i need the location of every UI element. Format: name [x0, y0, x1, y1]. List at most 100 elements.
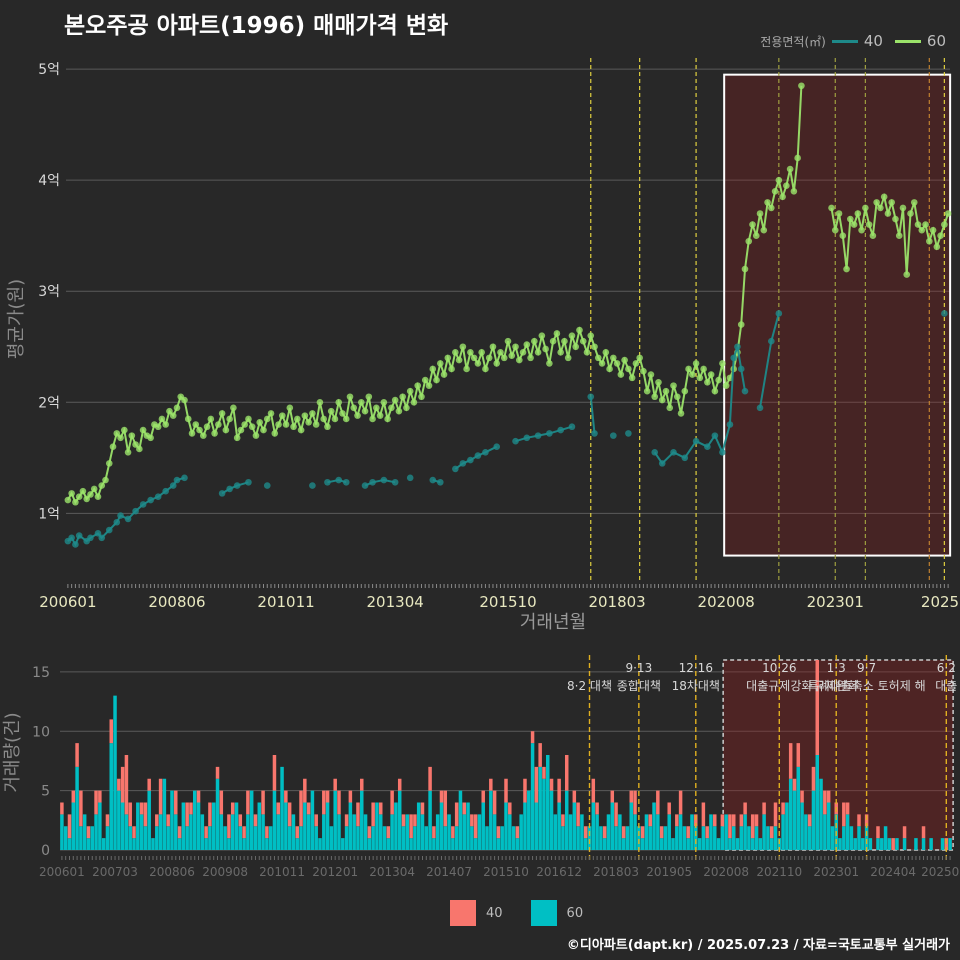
price-point-60: [410, 398, 418, 406]
volume-bar-40: [428, 766, 432, 791]
volume-bar-60: [196, 802, 201, 850]
volume-bar-60: [682, 826, 687, 850]
price-point-60: [937, 232, 944, 240]
volume-bar-60: [139, 814, 144, 850]
price-point-60: [256, 418, 264, 426]
volume-bar-40: [94, 790, 98, 815]
volume-bar-60: [515, 838, 520, 850]
price-point-60: [248, 423, 256, 431]
price-point-40: [98, 534, 106, 542]
volume-bar-40: [473, 814, 478, 839]
price-point-60: [884, 210, 892, 217]
volume-bar-60: [921, 838, 926, 850]
volume-bar-60: [671, 838, 675, 850]
volume-bar-40: [845, 802, 850, 815]
volume-bar-60: [303, 802, 307, 850]
price-point-60: [831, 226, 839, 234]
volume-bar-40: [842, 802, 846, 827]
price-point-40: [546, 430, 553, 437]
price-point-60: [726, 374, 734, 382]
volume-bar-60: [788, 778, 793, 850]
volume-bar-60: [177, 838, 182, 850]
price-point-60: [200, 432, 207, 439]
volume-legend-label-40: 40: [486, 905, 503, 921]
volume-bar-40: [591, 778, 596, 803]
price-x-tick-label: 201304: [367, 593, 424, 611]
volume-bar-60: [94, 814, 98, 850]
price-point-60: [218, 410, 226, 417]
volume-bar-60: [549, 790, 554, 850]
price-point-60: [267, 410, 275, 417]
price-x-tick-label: 201510: [479, 593, 536, 611]
volume-bar-60: [443, 826, 448, 850]
volume-bar-60: [804, 814, 808, 850]
price-point-40: [941, 310, 948, 317]
price-point-40: [625, 430, 632, 437]
price-point-40: [467, 456, 474, 464]
volume-bar-40: [371, 802, 375, 827]
volume-bar-60: [477, 814, 482, 850]
price-point-60: [440, 371, 448, 378]
policy-name-label: 규제완화: [814, 679, 858, 693]
policy-name-label: 18차대책: [672, 678, 720, 693]
price-point-40: [361, 482, 369, 489]
price-point-60: [888, 199, 895, 206]
price-point-60: [549, 337, 557, 345]
volume-bar-60: [720, 826, 725, 850]
volume-bar-40: [158, 778, 163, 815]
price-point-60: [79, 487, 87, 495]
volume-bar-40: [325, 790, 330, 803]
price-point-60: [90, 485, 98, 493]
price-point-60: [929, 226, 937, 234]
volume-bar-40: [265, 826, 269, 839]
volume-bar-60: [109, 743, 113, 850]
price-point-60: [628, 374, 636, 382]
volume-bar-40: [504, 778, 508, 803]
price-point-60: [768, 204, 775, 212]
price-point-60: [493, 360, 501, 367]
volume-bar-40: [508, 802, 512, 815]
price-point-60: [613, 360, 621, 367]
volume-bar-60: [382, 826, 387, 850]
volume-bar-40: [348, 790, 353, 803]
price-point-60: [391, 396, 399, 404]
price-point-60: [587, 332, 595, 339]
price-point-60: [215, 421, 222, 428]
volume-bar-60: [268, 826, 273, 850]
volume-bar-40: [337, 790, 341, 815]
price-point-60: [335, 398, 343, 406]
volume-bar-60: [500, 826, 504, 850]
volume-bar-40: [538, 743, 542, 767]
price-x-tick-label: 200806: [148, 593, 205, 611]
price-point-60: [361, 407, 369, 415]
volume-bar-60: [747, 826, 751, 850]
volume-bar-40: [196, 790, 201, 803]
volume-x-tick-label: 200908: [202, 865, 248, 879]
volume-bar-60: [462, 814, 466, 850]
price-x-tick-label: 201803: [588, 593, 645, 611]
volume-bar-40: [572, 790, 577, 803]
price-point-60: [263, 415, 271, 423]
volume-bar-40: [564, 755, 569, 791]
price-point-60: [94, 493, 102, 501]
volume-bar-40: [796, 743, 801, 767]
volume-bar-40: [367, 826, 372, 839]
volume-bar-60: [363, 814, 368, 850]
policy-name-label: 특례대출축소 토허제 해: [808, 679, 926, 693]
price-point-60: [222, 426, 230, 434]
volume-bar-60: [344, 826, 349, 850]
price-point-40: [768, 337, 775, 345]
volume-bar-40: [773, 802, 778, 827]
volume-bar-60: [435, 814, 440, 850]
volume-bar-60: [329, 826, 334, 850]
price-point-60: [312, 421, 320, 428]
price-x-tick-label: 202301: [807, 593, 864, 611]
volume-bar-40: [261, 790, 265, 815]
price-point-60: [749, 221, 756, 228]
volume-bar-60: [67, 838, 72, 850]
volume-bar-60: [208, 826, 212, 850]
price-point-60: [121, 426, 128, 434]
volume-bar-60: [728, 838, 732, 850]
volume-bar-60: [686, 838, 690, 850]
price-plot-area: [66, 58, 950, 580]
